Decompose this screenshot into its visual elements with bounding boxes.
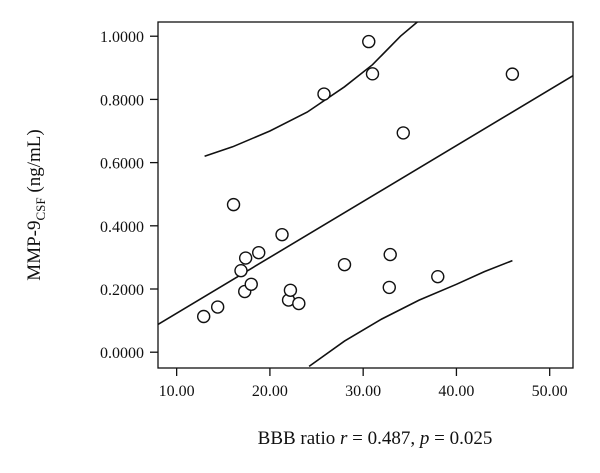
y-axis-label: MMP-9CSF (ng/mL) (24, 129, 48, 280)
y-tick-label: 0.2000 (100, 282, 144, 299)
data-point (431, 269, 445, 284)
data-point (396, 126, 410, 140)
data-point (505, 67, 520, 81)
data-point (238, 251, 253, 265)
y-tick-label: 0.8000 (100, 92, 144, 109)
data-point (382, 280, 396, 295)
y-tick-label: 0.6000 (100, 156, 144, 173)
regression-line (158, 75, 573, 326)
x-tick-label: 50.00 (532, 383, 568, 400)
y-tick-label: 0.0000 (100, 345, 144, 362)
upper-confidence-band (204, 22, 418, 158)
data-point (244, 277, 258, 291)
x-axis-ticks: 10.00 20.00 30.00 40.00 50.00 (159, 368, 568, 400)
data-point (252, 245, 266, 260)
data-points (196, 34, 520, 324)
y-axis-ticks: 0.0000 0.2000 0.4000 0.6000 0.8000 1.0000 (100, 29, 158, 362)
data-point (317, 87, 331, 101)
data-point (292, 296, 306, 311)
data-point (196, 309, 211, 324)
data-point (337, 257, 352, 272)
data-point (383, 247, 397, 262)
data-point (283, 283, 298, 297)
lower-confidence-band (308, 259, 513, 368)
data-point (275, 227, 289, 242)
data-point (234, 263, 248, 278)
y-tick-label: 0.4000 (100, 219, 144, 236)
x-tick-label: 20.00 (252, 383, 288, 400)
y-tick-label: 1.0000 (100, 29, 144, 46)
x-tick-label: 10.00 (159, 383, 195, 400)
plot-frame (157, 21, 574, 369)
data-point (365, 67, 380, 81)
x-tick-label: 40.00 (438, 383, 474, 400)
data-point (210, 300, 225, 314)
x-axis-label: BBB ratio r = 0.487, p = 0.025 (258, 428, 493, 449)
plot-area (158, 22, 573, 368)
data-point (226, 197, 241, 212)
data-point (362, 34, 376, 49)
x-tick-label: 30.00 (345, 383, 381, 400)
